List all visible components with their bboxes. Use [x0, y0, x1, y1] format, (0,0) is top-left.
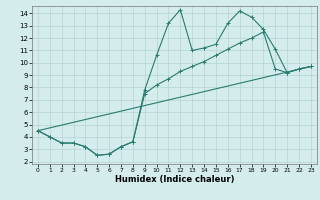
- X-axis label: Humidex (Indice chaleur): Humidex (Indice chaleur): [115, 175, 234, 184]
